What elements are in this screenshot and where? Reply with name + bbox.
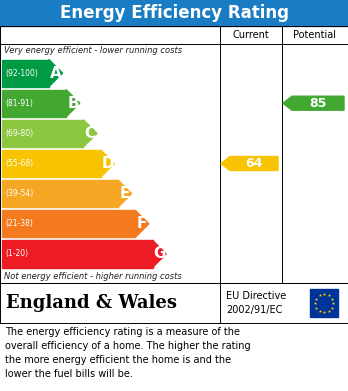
- Text: D: D: [101, 156, 114, 171]
- Bar: [310, 289, 338, 317]
- Bar: [2, 240, 152, 267]
- Polygon shape: [152, 240, 166, 267]
- Text: (1-20): (1-20): [5, 249, 28, 258]
- Text: C: C: [85, 126, 96, 141]
- Bar: [2, 90, 66, 117]
- Text: EU Directive
2002/91/EC: EU Directive 2002/91/EC: [226, 291, 286, 315]
- Bar: [2, 180, 118, 207]
- Text: Current: Current: [232, 30, 269, 40]
- Polygon shape: [221, 156, 278, 170]
- Text: A: A: [50, 66, 62, 81]
- Text: (81-91): (81-91): [5, 99, 33, 108]
- Bar: [0, 26, 348, 283]
- Polygon shape: [84, 120, 97, 147]
- Bar: [2, 210, 135, 237]
- Text: (55-68): (55-68): [5, 159, 33, 168]
- Bar: [2, 150, 101, 177]
- Polygon shape: [135, 210, 149, 237]
- Text: B: B: [67, 96, 79, 111]
- Bar: [0, 283, 348, 323]
- Text: England & Wales: England & Wales: [6, 294, 177, 312]
- Polygon shape: [101, 150, 114, 177]
- Text: 85: 85: [309, 97, 327, 110]
- Bar: [0, 0, 348, 26]
- Text: Not energy efficient - higher running costs: Not energy efficient - higher running co…: [4, 272, 182, 281]
- Polygon shape: [49, 59, 63, 87]
- Polygon shape: [283, 96, 344, 110]
- Bar: [2, 59, 49, 87]
- Text: Energy Efficiency Rating: Energy Efficiency Rating: [60, 4, 288, 22]
- Text: Potential: Potential: [293, 30, 337, 40]
- Text: (69-80): (69-80): [5, 129, 33, 138]
- Text: Very energy efficient - lower running costs: Very energy efficient - lower running co…: [4, 46, 182, 55]
- Text: The energy efficiency rating is a measure of the
overall efficiency of a home. T: The energy efficiency rating is a measur…: [5, 327, 251, 379]
- Polygon shape: [118, 180, 132, 207]
- Text: (39-54): (39-54): [5, 189, 33, 198]
- Text: E: E: [120, 186, 130, 201]
- Bar: [2, 120, 84, 147]
- Text: G: G: [153, 246, 166, 262]
- Text: 64: 64: [245, 157, 263, 170]
- Polygon shape: [66, 90, 80, 117]
- Text: (21-38): (21-38): [5, 219, 33, 228]
- Bar: [0, 323, 348, 391]
- Text: F: F: [137, 216, 147, 231]
- Text: (92-100): (92-100): [5, 68, 38, 77]
